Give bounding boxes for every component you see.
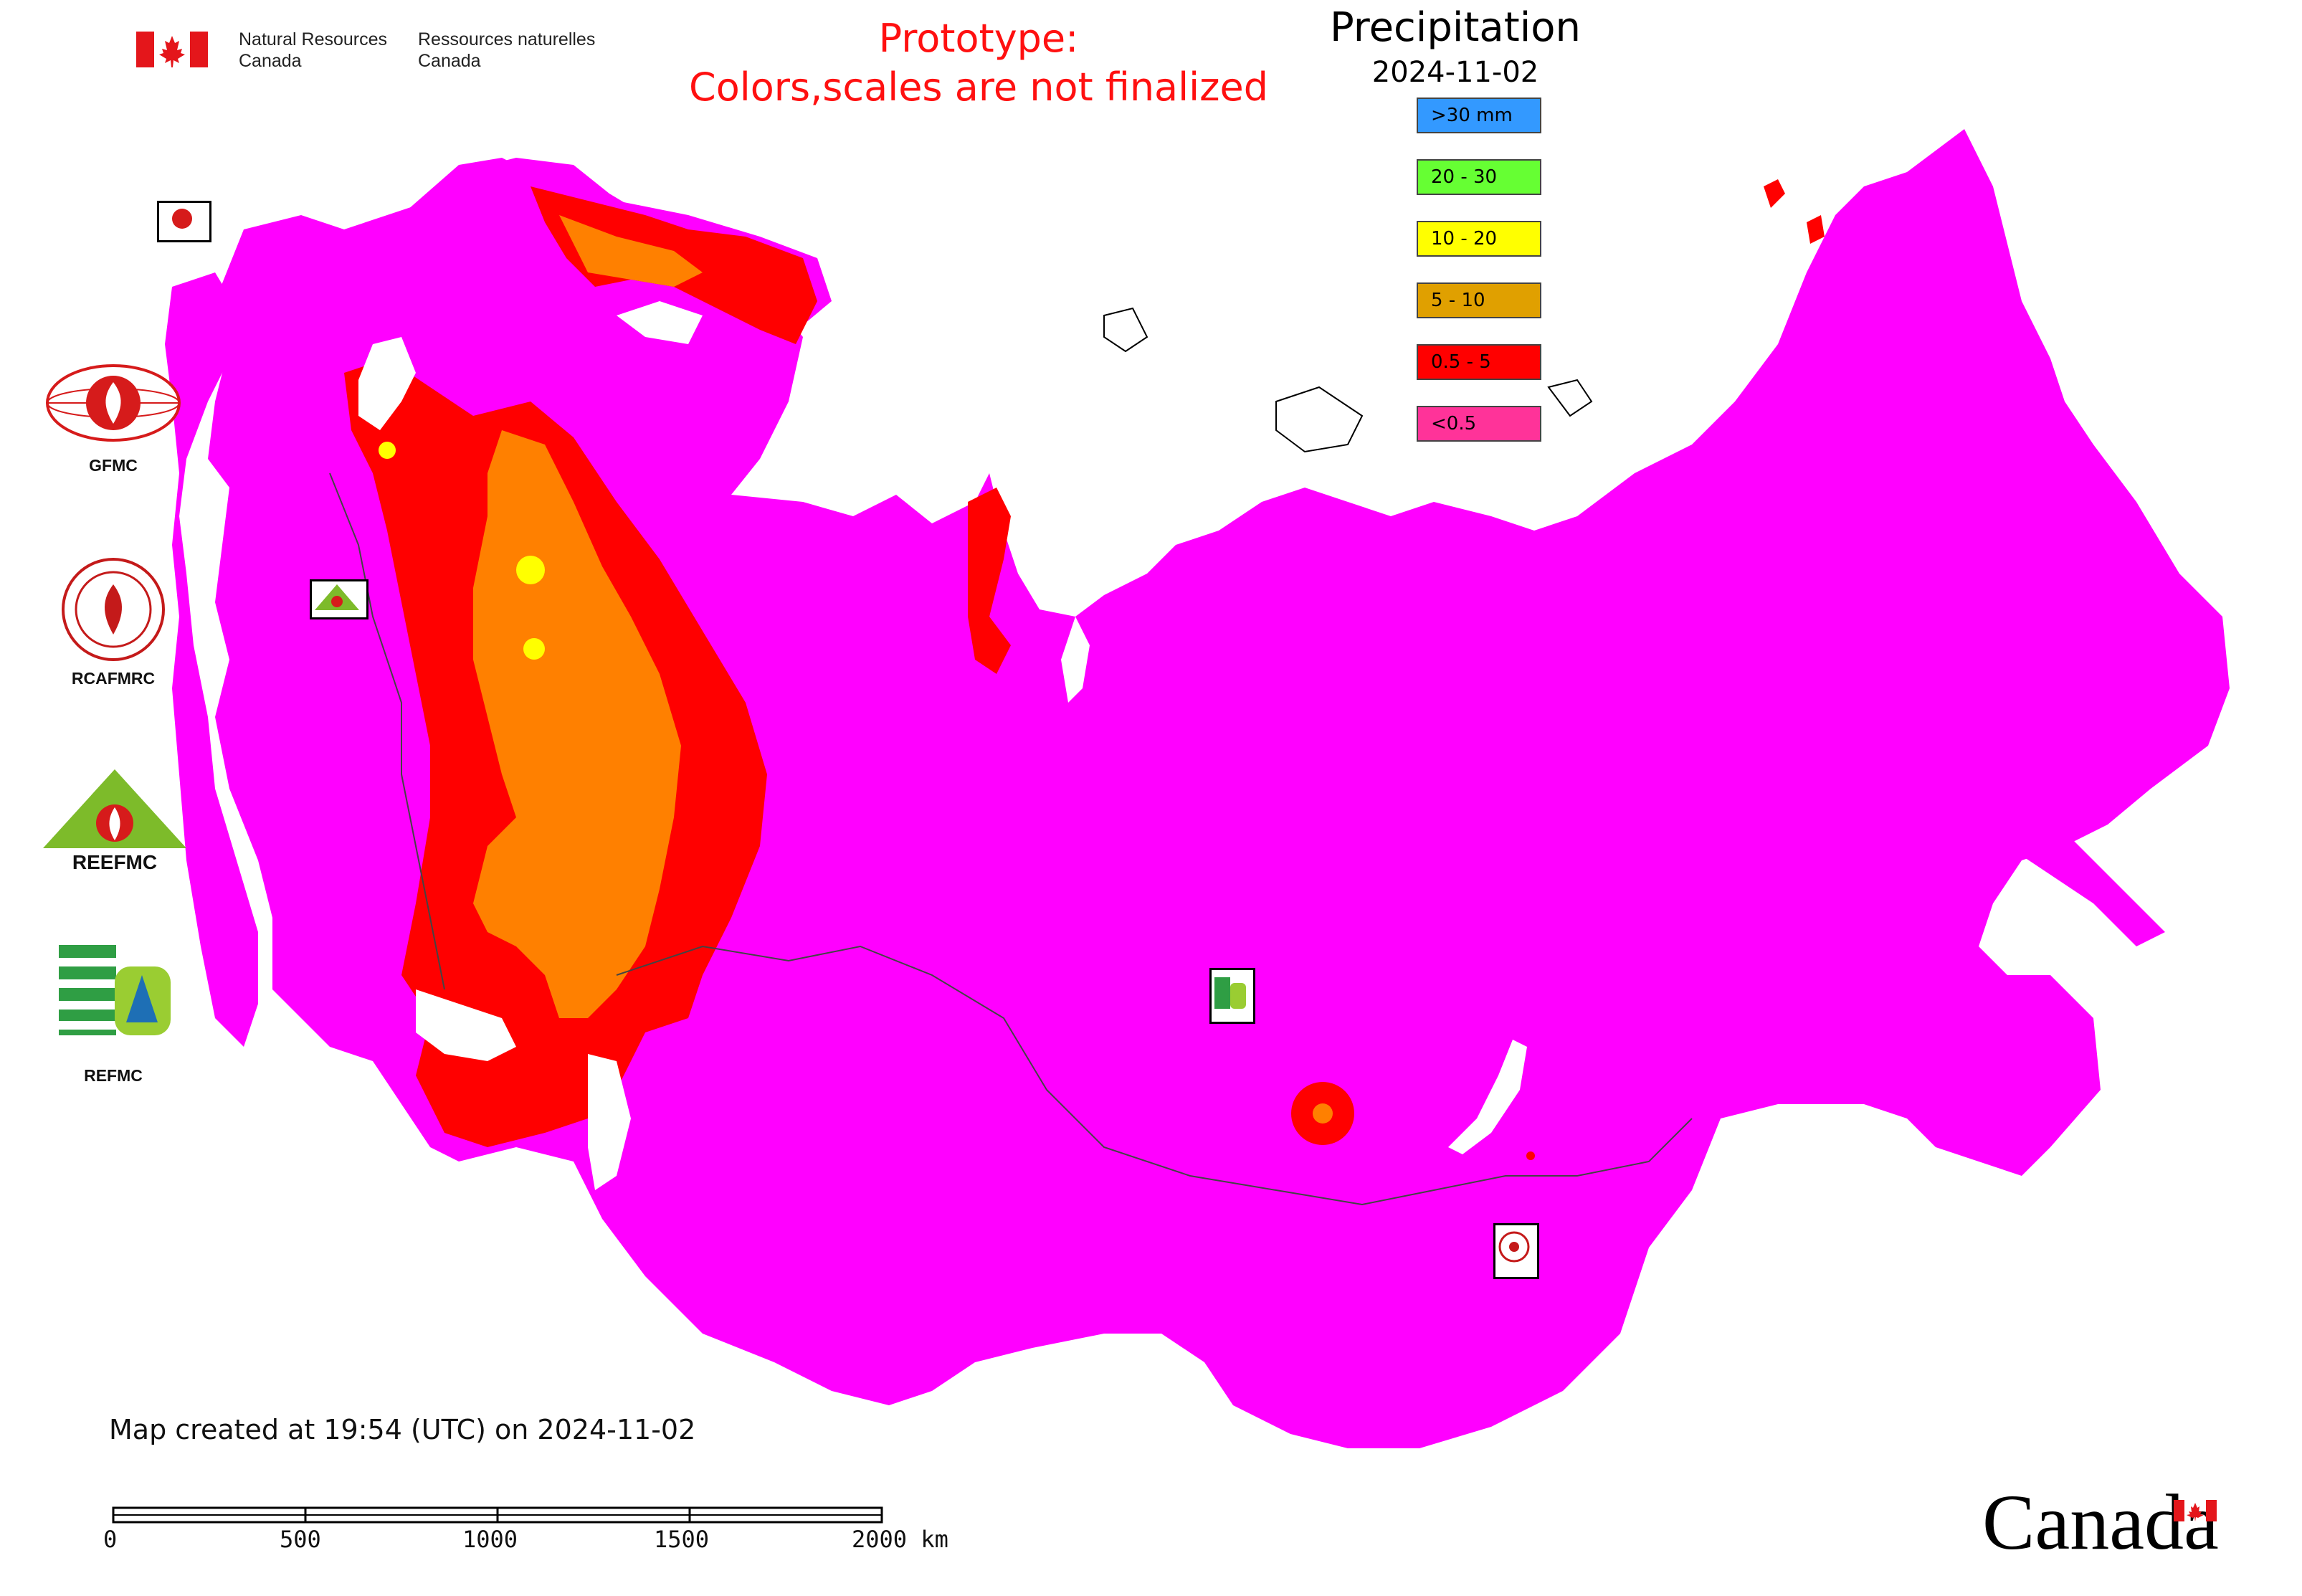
caspian-sea <box>588 1054 631 1190</box>
band-light-novaya <box>968 488 1011 674</box>
band-heavy-spot-3 <box>379 442 396 459</box>
agency-en-line2: Canada <box>239 51 302 71</box>
scale-label-0: 0 <box>103 1526 118 1553</box>
prototype-line1: Prototype: <box>878 16 1079 61</box>
white-sea <box>617 301 703 344</box>
agency-label-gfmc: GFMC <box>89 456 138 475</box>
lake-baikal <box>1448 1040 1527 1154</box>
gfmc-logo-icon <box>46 364 181 442</box>
scale-label-2000: 2000 km <box>852 1526 948 1553</box>
arctic-islands-1 <box>1103 307 1148 353</box>
agency-label-refmc: REFMC <box>84 1066 143 1085</box>
arctic-islands-3 <box>1547 379 1593 417</box>
legend-label-0: >30 mm <box>1431 105 1513 126</box>
agency-en-line1: Natural Resources <box>239 29 388 49</box>
canada-wordmark: Canada <box>1982 1478 2219 1566</box>
legend-label-3: 5 - 10 <box>1431 290 1485 311</box>
legend-swatch-2: 10 - 20 <box>1417 221 1541 257</box>
baltic-sea <box>358 337 416 430</box>
map-marker-refmc[interactable] <box>1209 968 1255 1024</box>
agency-name-fr: Ressources naturelles Canada <box>418 29 595 72</box>
legend-label-1: 20 - 30 <box>1431 166 1498 188</box>
legend-title: Precipitation <box>1329 4 1582 51</box>
map-marker-gfmc[interactable] <box>157 201 211 242</box>
prototype-notice: Prototype: Colors,scales are not finaliz… <box>574 14 1384 112</box>
map-marker-gfmc-icon <box>172 209 192 229</box>
agency-name-en: Natural Resources Canada <box>239 29 387 72</box>
agency-label-rcafmrc: RCAFMRC <box>71 669 156 688</box>
landmass-west <box>165 272 258 1047</box>
reefmc-logo-icon: REEFMC <box>43 769 186 873</box>
canada-wordmark-flag-icon <box>2174 1500 2217 1521</box>
agency-fr-line2: Canada <box>418 51 481 71</box>
map-marker-rcafmrc-icon <box>1498 1231 1530 1263</box>
reefmc-logo-text: REEFMC <box>72 851 157 873</box>
legend-swatch-5: <0.5 <box>1417 406 1541 442</box>
map-marker-reefmc[interactable] <box>310 579 368 619</box>
wrangel-island <box>1764 179 1785 208</box>
band-moderate-north <box>559 215 703 287</box>
legend-label-4: 0.5 - 5 <box>1431 351 1491 373</box>
scale-label-500: 500 <box>280 1526 321 1553</box>
rcafmrc-logo-icon <box>62 558 165 661</box>
legend-swatch-4: 0.5 - 5 <box>1417 344 1541 380</box>
legend-swatch-1: 20 - 30 <box>1417 159 1541 195</box>
map-created-text: Map created at 19:54 (UTC) on 2024-11-02 <box>109 1414 696 1445</box>
map-marker-reefmc-icon <box>315 584 359 610</box>
legend-label-5: <0.5 <box>1431 413 1477 434</box>
landmass-dry <box>208 129 2230 1448</box>
scale-label-1000: 1000 <box>462 1526 518 1553</box>
legend-swatch-3: 5 - 10 <box>1417 282 1541 318</box>
border-south <box>616 945 1693 1206</box>
band-moderate-spot <box>1313 1103 1333 1124</box>
refmc-logo-icon <box>59 945 171 1035</box>
agency-fr-line1: Ressources naturelles <box>418 29 596 49</box>
ob-gulf <box>1061 617 1090 703</box>
tiny-spot <box>1526 1151 1535 1160</box>
band-heavy-spot-2 <box>523 638 545 660</box>
arctic-islands-2 <box>1275 386 1364 453</box>
border-west <box>329 472 445 990</box>
scale-bar <box>112 1506 883 1524</box>
scale-label-1500: 1500 <box>654 1526 710 1553</box>
chukotka-edge <box>1807 215 1825 244</box>
legend-label-2: 10 - 20 <box>1431 228 1498 250</box>
map-marker-refmc-icon <box>1214 977 1246 1009</box>
prototype-line2: Colors,scales are not finalized <box>689 65 1268 110</box>
legend-swatch-0: >30 mm <box>1417 98 1541 133</box>
band-heavy-spot-1 <box>516 556 545 584</box>
map-marker-rcafmrc[interactable] <box>1493 1223 1539 1279</box>
landmass-east <box>2007 789 2165 946</box>
legend-date: 2024-11-02 <box>1371 56 1539 89</box>
canada-flag-icon <box>136 32 208 67</box>
black-sea <box>416 989 516 1061</box>
